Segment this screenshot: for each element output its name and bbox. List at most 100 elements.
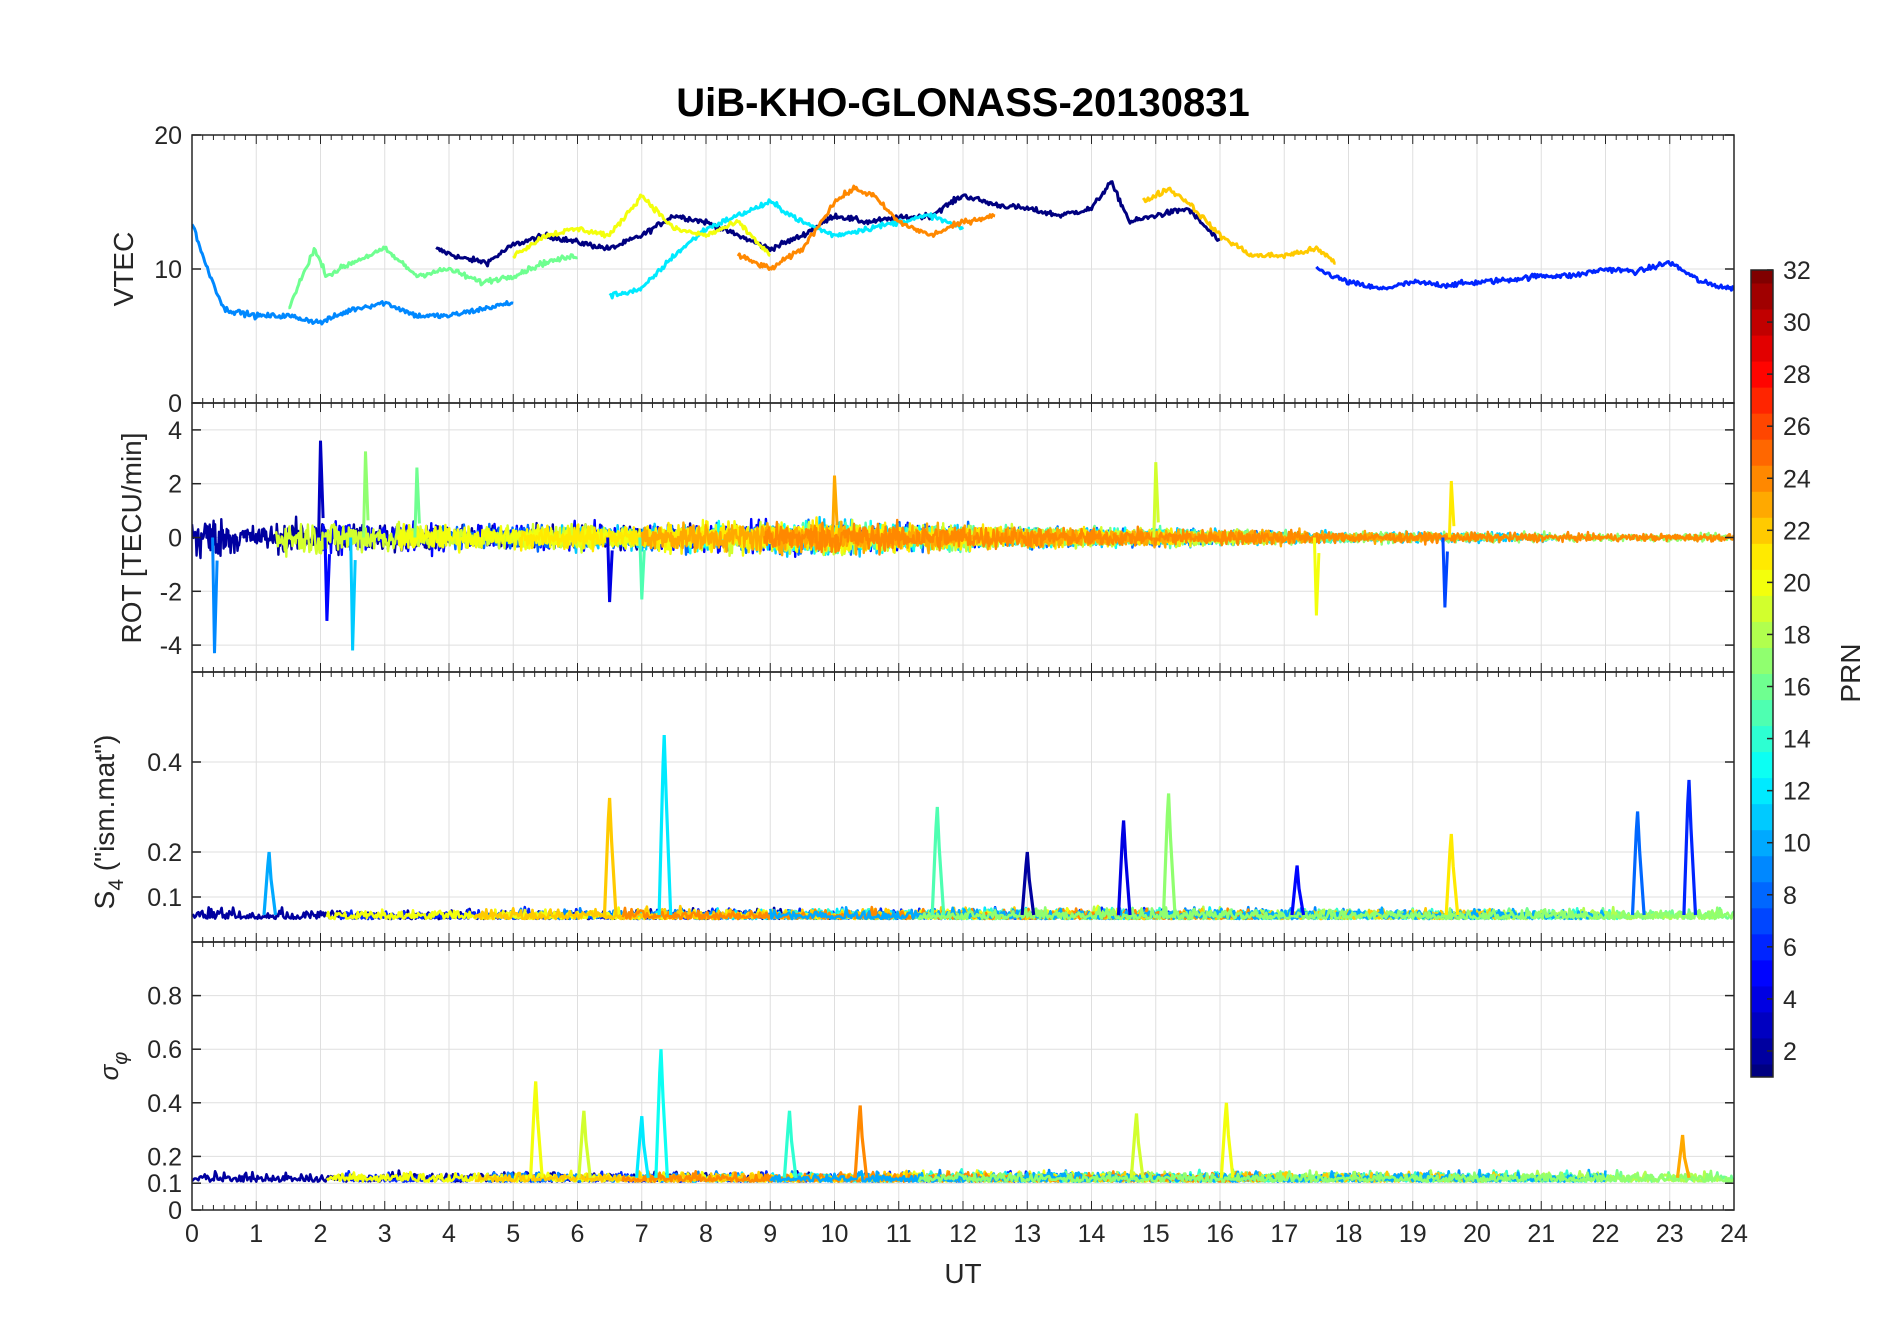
x-tick-label: 16 [1206, 1220, 1234, 1248]
colorbar-band [1751, 777, 1773, 805]
colorbar-tick-label: 10 [1783, 830, 1811, 858]
s4-label-sub: 4 [105, 879, 128, 891]
x-tick-label: 12 [949, 1220, 977, 1248]
x-tick-label: 7 [635, 1220, 649, 1248]
sigma-series-prn-17 [917, 1169, 1734, 1183]
colorbar-band [1751, 1063, 1773, 1078]
rot-series [192, 440, 1734, 654]
colorbar-tick-label: 26 [1783, 413, 1811, 441]
rot-spike [413, 467, 421, 538]
colorbar-tick-label: 30 [1783, 309, 1811, 337]
colorbar-band [1751, 543, 1773, 570]
sigma-spike [635, 1116, 650, 1179]
rot-spike [1152, 462, 1160, 538]
colorbar-band [1751, 959, 1773, 987]
colorbar-band [1751, 413, 1773, 440]
x-tick-label: 4 [442, 1220, 456, 1248]
y-tick-label: -2 [160, 578, 182, 606]
colorbar-tick-label: 14 [1783, 726, 1811, 754]
y-tick-label: 0.4 [147, 749, 182, 777]
sigma-grid [192, 942, 1734, 1210]
colorbar-band [1751, 361, 1773, 388]
colorbar-band [1751, 829, 1773, 857]
x-tick-label: 18 [1335, 1220, 1363, 1248]
sigma-series [192, 1049, 1734, 1183]
sigma-frame [191, 941, 1735, 1211]
s4-spike [602, 797, 618, 916]
s4-series-prn-17 [917, 905, 1734, 921]
colorbar-band [1751, 907, 1773, 935]
s4-y-ticks: 0.1 0.2 0.4 [147, 749, 1734, 912]
vtec-series-prn-22 [1141, 186, 1336, 265]
vtec-y-label: VTEC [108, 232, 139, 307]
x-ticks: 0 1 2 3 4 5 6 7 8 9 10 11 12 13 14 15 16 17 18 19 20 21 22 23 24 [185, 1220, 1748, 1248]
colorbar-band [1751, 699, 1773, 727]
rot-spike [638, 537, 646, 600]
x-tick-label: 19 [1399, 1220, 1427, 1248]
s4-spike [1290, 865, 1306, 916]
colorbar-tick-label: 18 [1783, 621, 1811, 649]
x-axis-label: UT [944, 1258, 981, 1289]
y-tick-label: 0.2 [147, 1143, 182, 1171]
x-tick-label: 22 [1592, 1220, 1620, 1248]
colorbar-band [1751, 621, 1773, 648]
y-tick-label: -4 [160, 632, 182, 660]
colorbar-band [1751, 725, 1773, 753]
colorbar-band [1751, 985, 1773, 1013]
rot-spike [1441, 537, 1449, 608]
colorbar-tick-label: 12 [1783, 778, 1811, 806]
x-tick-label: 20 [1463, 1220, 1491, 1248]
s4-spike [1444, 833, 1460, 916]
s4-spike [262, 851, 278, 916]
vtec-series-prn-20 [512, 193, 771, 259]
vtec-series-prn-24 [736, 184, 996, 271]
colorbar-band [1751, 335, 1773, 362]
colorbar-tick-label: 32 [1783, 257, 1811, 285]
colorbar-band [1751, 803, 1773, 831]
colorbar-frame [1750, 269, 1774, 1078]
y-tick-label: 0.4 [147, 1090, 182, 1118]
y-tick-label: 0.1 [147, 884, 182, 912]
sigma-y-label: σφ [94, 1052, 132, 1081]
vtec-series-prn-16 [288, 245, 578, 310]
y-tick-label: 0 [168, 390, 182, 418]
vtec-series-prn-1 [435, 180, 1221, 268]
colorbar-band [1751, 309, 1773, 336]
y-tick-label: 0 [168, 525, 182, 553]
x-tick-label: 14 [1078, 1220, 1106, 1248]
s4-spike [1682, 779, 1698, 916]
s4-y-label: S4 ("ism.mat") [89, 735, 128, 910]
s4-spike [1020, 851, 1036, 916]
panel-vtec: 0 10 20 VTEC [108, 122, 1735, 418]
vtec-series [192, 180, 1734, 326]
rot-spike [211, 537, 219, 654]
rot-series-prn-24 [762, 518, 1734, 556]
colorbar-band [1751, 595, 1773, 622]
colorbar-band [1751, 283, 1773, 310]
y-tick-label: 20 [154, 122, 182, 150]
rot-spike [349, 537, 357, 651]
x-tick-label: 2 [314, 1220, 328, 1248]
panel-sigma-phi: 00.10.20.40.60.8 σφ 0 1 2 3 4 5 6 7 8 9 10 11 12 13 14… [94, 941, 1748, 1289]
x-tick-label: 11 [886, 1220, 912, 1248]
x-tick-label: 21 [1527, 1220, 1555, 1248]
colorbar-band [1751, 491, 1773, 518]
rot-spike [1447, 480, 1456, 538]
rot-spike [831, 475, 839, 538]
x-tick-label: 13 [1013, 1220, 1041, 1248]
y-tick-label: 4 [168, 417, 182, 445]
colorbar-band [1751, 439, 1773, 466]
colorbar-tick-label: 8 [1783, 882, 1797, 910]
y-tick-label: 10 [154, 256, 182, 284]
sigma-spike [654, 1049, 669, 1178]
rot-spike [362, 451, 370, 538]
vtec-series-prn-6 [1315, 260, 1734, 292]
colorbar-tick-label: 24 [1783, 465, 1811, 493]
colorbar-tick-label: 20 [1783, 569, 1811, 597]
colorbar-band [1751, 465, 1773, 492]
colorbar-band [1751, 881, 1773, 909]
y-tick-label: 0.1 [147, 1170, 182, 1198]
rot-y-label: ROT [TECU/min] [116, 432, 147, 643]
sigma-spike [782, 1110, 798, 1178]
